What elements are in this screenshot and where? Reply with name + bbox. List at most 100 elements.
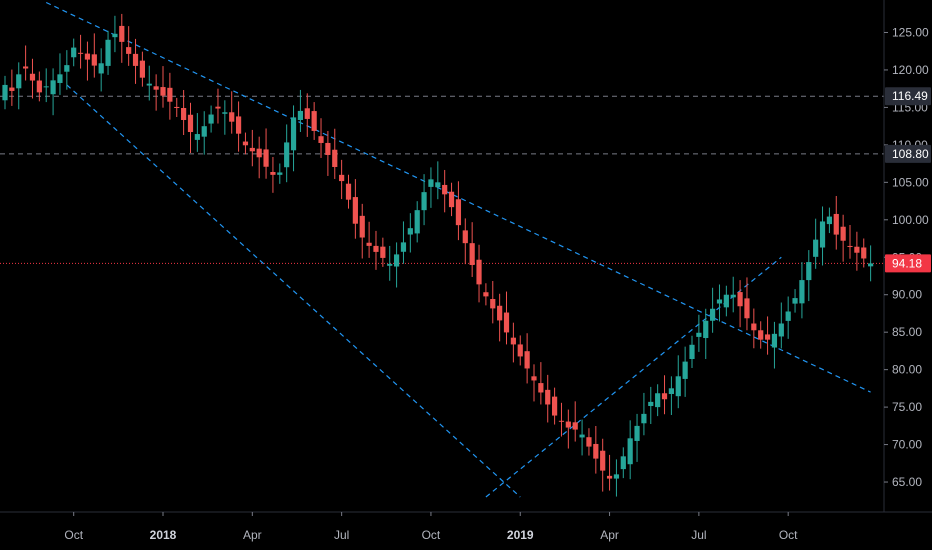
candle-body bbox=[105, 39, 111, 66]
candle-body bbox=[304, 108, 310, 119]
candle-body bbox=[833, 213, 839, 235]
candle-body bbox=[16, 74, 22, 89]
candle-body bbox=[187, 114, 194, 133]
candle-body bbox=[710, 308, 716, 321]
candle-body bbox=[854, 246, 860, 253]
candle-body bbox=[119, 25, 125, 42]
candle-body bbox=[428, 179, 434, 187]
candle-body bbox=[167, 87, 173, 102]
price-tick-label: 80.00 bbox=[892, 363, 922, 377]
candle-body bbox=[2, 84, 8, 101]
trendline bbox=[66, 84, 521, 498]
candle-body bbox=[132, 53, 139, 66]
candle-body bbox=[380, 246, 386, 258]
candle-body bbox=[146, 83, 152, 86]
candle-body bbox=[792, 298, 798, 304]
candle-body bbox=[174, 106, 180, 108]
candle-body bbox=[737, 292, 743, 307]
candle-body bbox=[744, 298, 750, 319]
candle-body bbox=[840, 226, 846, 241]
candle-body bbox=[270, 171, 276, 175]
candle-body bbox=[284, 142, 290, 168]
candle-body bbox=[222, 112, 228, 114]
candle-body bbox=[593, 443, 599, 459]
candle-body bbox=[126, 47, 132, 54]
candle-body bbox=[785, 311, 791, 321]
candle-body bbox=[359, 215, 365, 238]
candle-body bbox=[703, 320, 709, 339]
candle-body bbox=[297, 110, 304, 121]
candle-body bbox=[311, 111, 317, 131]
candle-body bbox=[242, 141, 249, 146]
candle-body bbox=[249, 147, 255, 152]
candle-body bbox=[421, 192, 427, 211]
candle-body bbox=[277, 172, 283, 175]
price-tick-label: 120.00 bbox=[892, 63, 929, 77]
level-price-tag-bg bbox=[885, 144, 931, 163]
candle-body bbox=[813, 239, 819, 257]
candle-body bbox=[758, 330, 764, 340]
candle-body bbox=[469, 243, 475, 265]
candle-body bbox=[620, 456, 626, 470]
candle-body bbox=[414, 210, 420, 234]
candle-body bbox=[208, 114, 214, 124]
candle-body bbox=[655, 393, 661, 408]
time-tick-label: Apr bbox=[243, 528, 262, 542]
candle-body bbox=[661, 393, 668, 400]
time-tick-label: Oct bbox=[779, 528, 798, 542]
candle-body bbox=[448, 191, 455, 208]
candle-body bbox=[400, 242, 407, 252]
price-tick-label: 90.00 bbox=[892, 288, 922, 302]
time-tick-label: Jul bbox=[691, 528, 706, 542]
candle-body bbox=[325, 142, 331, 155]
price-tick-label: 75.00 bbox=[892, 400, 922, 414]
candle-body bbox=[613, 474, 620, 479]
horizontal-levels bbox=[0, 95, 884, 264]
candle-body bbox=[565, 421, 571, 428]
candle-body bbox=[730, 294, 736, 298]
time-tick-label: Apr bbox=[600, 528, 619, 542]
candle-body bbox=[572, 422, 578, 430]
current-price-tag-bg bbox=[885, 254, 931, 273]
candle-body bbox=[723, 294, 729, 308]
price-tick-label: 125.00 bbox=[892, 25, 929, 39]
candle-body bbox=[689, 344, 695, 359]
candle-body bbox=[98, 63, 104, 74]
candle-body bbox=[263, 149, 269, 167]
candle-body bbox=[77, 52, 84, 54]
candle-body bbox=[23, 66, 29, 69]
candle-body bbox=[524, 351, 530, 369]
candle-body bbox=[483, 292, 489, 297]
candle-body bbox=[778, 323, 784, 337]
candlestick-series bbox=[2, 13, 874, 497]
candle-body bbox=[751, 323, 757, 331]
candle-body bbox=[215, 106, 221, 109]
time-tick-label: 2019 bbox=[507, 528, 534, 542]
candle-body bbox=[84, 53, 91, 60]
time-tick-label: 2018 bbox=[150, 528, 177, 542]
level-price-tag-bg bbox=[885, 87, 931, 106]
current-price-tag: 94.18 bbox=[892, 256, 922, 270]
candle-body bbox=[112, 33, 118, 38]
candle-body bbox=[318, 136, 324, 143]
candle-body bbox=[235, 116, 242, 134]
candle-body bbox=[861, 247, 867, 259]
price-axis[interactable]: 65.0070.0075.0080.0085.0090.0095.00100.0… bbox=[883, 0, 929, 512]
candle-body bbox=[442, 184, 448, 195]
price-tags: 116.49 108.80 94.18 bbox=[885, 87, 931, 273]
price-tick-label: 105.00 bbox=[892, 175, 929, 189]
candle-body bbox=[826, 216, 832, 225]
candle-body bbox=[799, 280, 805, 304]
candle-body bbox=[290, 117, 297, 151]
candle-body bbox=[71, 47, 77, 58]
candle-body bbox=[366, 242, 372, 246]
candle-body bbox=[771, 333, 778, 348]
time-axis[interactable]: Oct 2018 Apr Jul Oct 2019 Apr Jul Oct bbox=[0, 511, 932, 542]
candle-body bbox=[43, 86, 49, 88]
candle-body bbox=[579, 434, 585, 438]
candle-body bbox=[764, 334, 771, 340]
price-tick-label: 85.00 bbox=[892, 325, 922, 339]
candle-body bbox=[606, 475, 613, 479]
candle-body bbox=[696, 332, 702, 337]
